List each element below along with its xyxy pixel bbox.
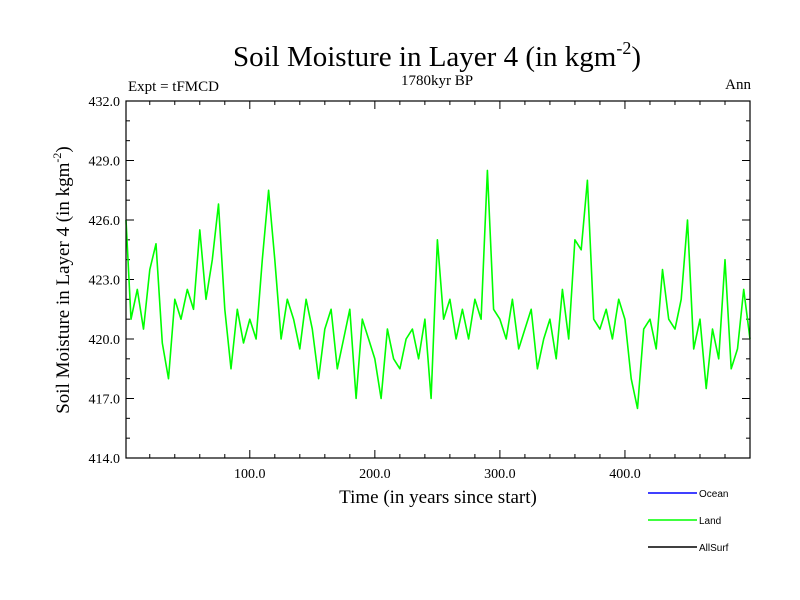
axis-ticks: 414.0 417.0 420.0 423.0 426.0 429.0 432.0 100.0…: [89, 95, 750, 482]
series-layer: [125, 169, 751, 410]
y-tick-label: 417.0: [89, 393, 121, 408]
legend-label-allsurf: AllSurf: [699, 543, 729, 554]
x-tick-label: 300.0: [484, 467, 516, 482]
y-tick-label: 432.0: [89, 95, 121, 110]
legend-label-land: Land: [699, 516, 721, 527]
x-axis-label: Time (in years since start): [339, 487, 537, 508]
y-tick-label: 423.0: [89, 274, 121, 289]
chart-subtitle: 1780kyr BP: [401, 73, 473, 89]
experiment-label: Expt = tFMCD: [128, 79, 219, 95]
x-tick-label: 400.0: [609, 467, 641, 482]
season-label: Ann: [725, 77, 751, 93]
legend: Ocean Land AllSurf: [648, 489, 729, 554]
x-tick-label: 100.0: [234, 467, 266, 482]
y-tick-label: 414.0: [89, 452, 121, 467]
y-tick-label: 420.0: [89, 333, 121, 348]
y-axis-label: Soil Moisture in Layer 4 (in kgm-2): [50, 146, 74, 414]
plot-frame: [125, 100, 751, 459]
y-tick-label: 426.0: [89, 214, 121, 229]
y-tick-label: 429.0: [89, 155, 121, 170]
x-tick-label: 200.0: [359, 467, 391, 482]
legend-label-ocean: Ocean: [699, 489, 728, 500]
series-line-land: [125, 169, 751, 410]
chart-title: Soil Moisture in Layer 4 (in kgm-2): [233, 38, 641, 73]
